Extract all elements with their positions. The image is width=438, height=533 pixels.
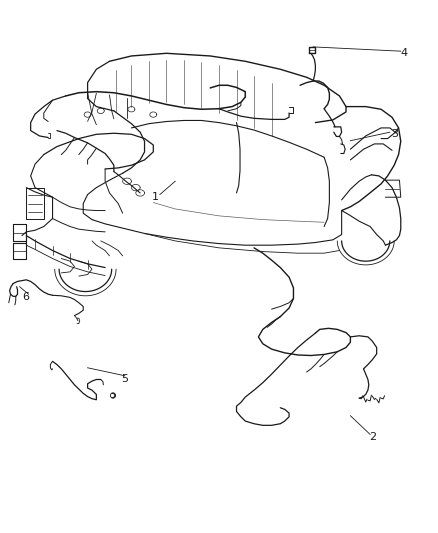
Text: 6: 6 bbox=[22, 293, 29, 302]
Text: 2: 2 bbox=[370, 432, 377, 442]
Text: 5: 5 bbox=[121, 375, 128, 384]
Text: 3: 3 bbox=[391, 130, 398, 139]
Text: 4: 4 bbox=[400, 49, 407, 58]
Text: 1: 1 bbox=[152, 192, 159, 202]
